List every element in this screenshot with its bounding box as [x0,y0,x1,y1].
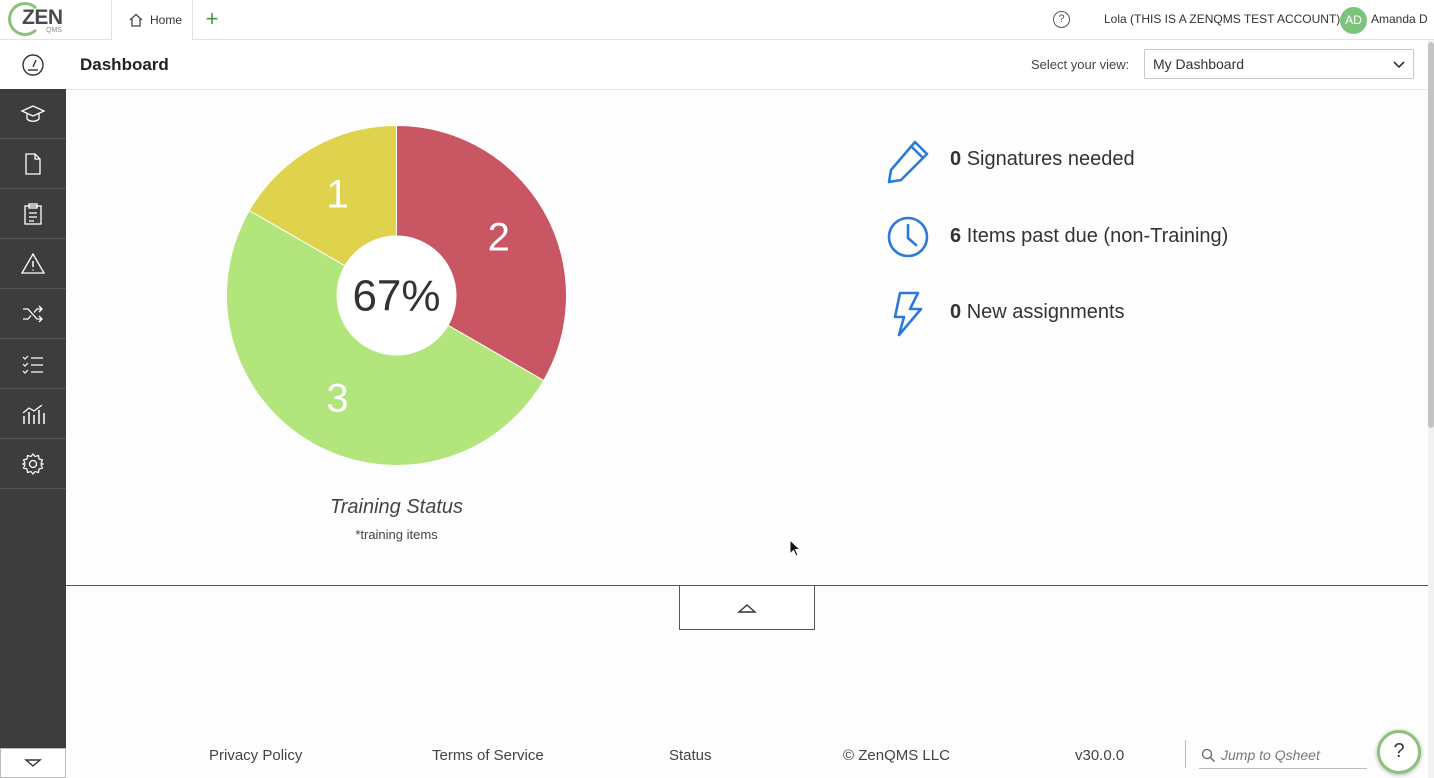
gear-icon [21,452,45,475]
dashboard-header: Dashboard Select your view: My Dashboard [0,40,1428,90]
scroll-thumb[interactable] [1428,42,1434,428]
privacy-policy-link[interactable]: Privacy Policy [209,747,303,764]
sidebar-item-tasks[interactable] [0,189,66,239]
donut-center-label: 67% [352,272,440,321]
footer-separator [1185,740,1186,768]
lightning-icon [893,291,923,337]
sidebar-item-issues[interactable] [0,239,66,289]
pie-slice-label-2: 1 [326,172,348,216]
chevron-down-icon [24,759,42,767]
training-status-chart: 2 3 1 67% [226,124,567,466]
copyright: © ZenQMS LLC [843,747,950,764]
dashboard-nav-button[interactable] [0,40,66,90]
sidebar-item-settings[interactable] [0,439,66,489]
warning-icon [20,252,46,274]
stat-past-due-text: 6 Items past due (non-Training) [950,225,1228,248]
logo-subtext: QMS [46,27,62,34]
view-label: Select your view: [1031,57,1130,72]
pie-slice-label-0: 2 [488,216,510,260]
sidebar-item-change-control[interactable] [0,289,66,339]
stat-new-assignments-count: 0 [950,301,962,323]
pie-slice-label-1: 3 [326,377,348,421]
view-select-value: My Dashboard [1153,56,1245,72]
chart-title: Training Status [329,496,464,518]
stat-past-due-label: Items past due (non-Training) [966,225,1229,247]
sidebar-item-training[interactable] [0,89,66,139]
zenqms-logo[interactable]: ZEN QMS [0,0,112,40]
page-scrollbar[interactable] [1428,40,1434,778]
qsheet-search [1199,743,1367,769]
analytics-icon [22,404,45,424]
logo-text: ZEN [22,6,63,29]
graduation-cap-icon [20,104,46,122]
search-icon [1201,748,1215,762]
page-title: Dashboard [80,55,169,74]
section-divider [66,585,1428,586]
stat-new-assignments-label: New assignments [966,301,1125,323]
chevron-up-icon [737,603,757,613]
tab-home-label: Home [150,13,183,27]
checklist-icon [22,355,43,374]
terms-of-service-link[interactable]: Terms of Service [432,747,544,764]
stat-signatures[interactable]: 0 Signatures needed [885,138,1305,186]
donut-hole [336,235,457,356]
stat-past-due[interactable]: 6 Items past due (non-Training) [885,215,1305,263]
stat-signatures-label: Signatures needed [966,148,1135,170]
shuffle-icon [23,305,43,322]
sidebar [0,89,66,778]
help-button[interactable]: ? [1377,730,1421,774]
chart-subtitle: *training items [355,527,438,542]
status-link[interactable]: Status [669,747,712,764]
user-name[interactable]: Amanda D [1371,12,1428,26]
clipboard-icon [24,202,42,225]
footer: Privacy Policy Terms of Service Status ©… [66,735,1428,778]
stat-new-assignments[interactable]: 0 New assignments [885,291,1305,339]
avatar[interactable]: AD [1340,7,1367,34]
pie-chart: 2 3 1 67% [226,124,567,466]
logo-ring [8,2,42,36]
qsheet-search-input[interactable] [1221,745,1361,765]
chevron-down-icon [1393,61,1405,69]
stat-signatures-count: 0 [950,148,962,170]
pencil-icon [887,140,929,184]
version: v30.0.0 [1075,747,1125,764]
tab-home[interactable]: Home [112,0,193,40]
sidebar-item-reports[interactable] [0,389,66,439]
gauge-icon [22,54,44,76]
top-bar: ZEN QMS Home + ? Lola (THIS IS A ZENQMS … [0,0,1434,40]
sidebar-item-checklists[interactable] [0,339,66,389]
help-icon[interactable]: ? [1053,11,1070,28]
clock-icon [887,216,929,258]
sidebar-expand-button[interactable] [0,748,66,778]
sidebar-item-documents[interactable] [0,139,66,189]
collapse-panel-button[interactable] [679,586,815,630]
document-icon [25,152,41,175]
stat-signatures-text: 0 Signatures needed [950,148,1135,171]
add-tab-button[interactable]: + [205,6,219,31]
home-icon [129,13,143,27]
stat-new-assignments-text: 0 New assignments [950,301,1125,324]
stat-past-due-count: 6 [950,225,962,247]
account-name[interactable]: Lola (THIS IS A ZENQMS TEST ACCOUNT) [1104,12,1341,26]
mouse-cursor-icon [789,539,802,557]
view-select[interactable]: My Dashboard [1144,49,1414,79]
